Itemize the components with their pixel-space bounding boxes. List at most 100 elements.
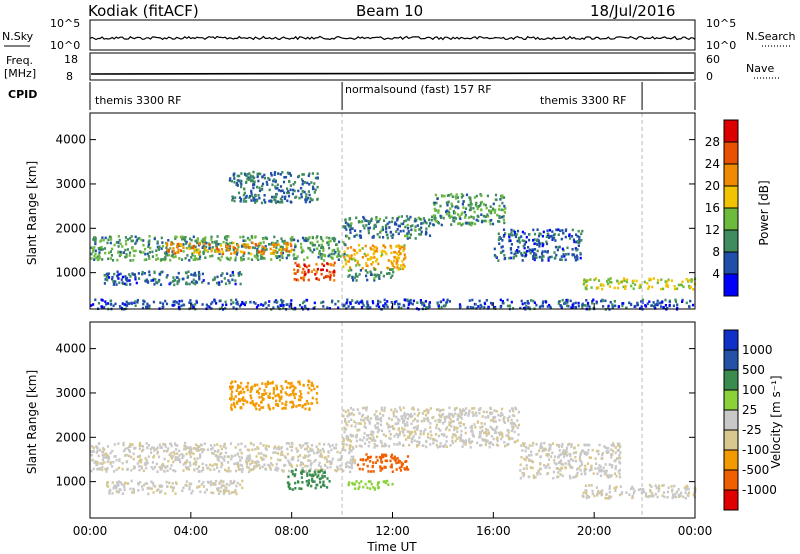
power-cell-1570 bbox=[483, 219, 486, 223]
power-cell-774 bbox=[375, 249, 378, 253]
power-cell-391 bbox=[163, 251, 167, 255]
velocity-cell-20 bbox=[305, 447, 308, 451]
velocity-cell-911 bbox=[440, 433, 443, 436]
velocity-cell-35 bbox=[167, 447, 170, 450]
velocity-cell-1697 bbox=[579, 453, 582, 456]
power-cell-597 bbox=[217, 248, 220, 252]
power-cell-961 bbox=[233, 199, 236, 203]
velocity-cell-948 bbox=[470, 427, 474, 430]
power-cell-588 bbox=[198, 242, 201, 246]
velocity-cell-2021 bbox=[254, 404, 257, 408]
power-cell-194 bbox=[242, 239, 245, 242]
velocity-cell-2193 bbox=[190, 492, 193, 495]
power-cell-2291 bbox=[478, 299, 481, 303]
velocity-cell-1633 bbox=[520, 456, 523, 459]
velocity-cell-815 bbox=[366, 486, 369, 490]
velocity-cell-800 bbox=[382, 480, 385, 483]
power-cell-147 bbox=[109, 241, 112, 245]
velocity-cell-2174 bbox=[123, 481, 127, 485]
velocity-cell-1584 bbox=[579, 455, 582, 458]
velocity-cell-1291 bbox=[371, 433, 374, 437]
velocity-cell-746 bbox=[395, 461, 398, 465]
power-cell-1090 bbox=[288, 180, 291, 184]
velocity-cell-571 bbox=[234, 446, 237, 449]
power-cell-2341 bbox=[437, 304, 440, 308]
velocity-cell-194 bbox=[206, 448, 209, 452]
freq-unit-label: [MHz] bbox=[4, 67, 36, 80]
power-cell-808 bbox=[401, 259, 404, 263]
power-cell-1586 bbox=[454, 217, 457, 220]
velocity-cell-1539 bbox=[570, 443, 573, 446]
power-cell-1741 bbox=[508, 235, 511, 239]
velocity-cell-1896 bbox=[232, 397, 235, 401]
velocity-cell-759 bbox=[375, 455, 378, 459]
velocity-cell-943 bbox=[348, 439, 351, 442]
power-cell-2313 bbox=[585, 299, 588, 302]
power-cell-659 bbox=[320, 272, 323, 276]
power-cell-978 bbox=[263, 173, 266, 177]
velocity-cell-2050 bbox=[159, 491, 162, 494]
velocity-cell-1321 bbox=[405, 438, 408, 441]
power-cell-153 bbox=[220, 255, 223, 259]
power-cell-2230 bbox=[483, 302, 487, 306]
power-cell-1269 bbox=[406, 237, 409, 240]
velocity-cell-1745 bbox=[628, 493, 631, 496]
power-cell-701 bbox=[302, 278, 305, 282]
power-cell-1822 bbox=[548, 255, 551, 259]
velocity-ytick-label-3000: 3000 bbox=[55, 386, 86, 400]
velocity-colorbar-label: Velocity [m s⁻¹] bbox=[769, 375, 783, 468]
power-cell-208 bbox=[240, 258, 243, 262]
power-cell-2433 bbox=[526, 301, 529, 305]
power-cell-1021 bbox=[236, 184, 239, 187]
velocity-cell-244 bbox=[91, 458, 94, 462]
power-cell-1030 bbox=[250, 189, 253, 193]
power-cell-475 bbox=[124, 255, 127, 259]
velocity-cell-912 bbox=[342, 445, 345, 449]
power-cell-589 bbox=[215, 250, 218, 253]
power-cell-2215 bbox=[483, 306, 486, 309]
power-cell-1166 bbox=[198, 275, 201, 279]
velocity-cell-1342 bbox=[443, 445, 446, 448]
power-cell-664 bbox=[297, 269, 300, 272]
power-cell-171 bbox=[231, 241, 234, 245]
noise-panel: N.Sky 10^5 10^0 10^5 10^0 N.Search bbox=[2, 17, 796, 52]
velocity-cell-1787 bbox=[688, 491, 691, 495]
power-cell-1906 bbox=[608, 285, 611, 288]
velocity-cell-1256 bbox=[496, 439, 499, 443]
power-cell-2169 bbox=[159, 301, 162, 304]
power-cell-2391 bbox=[689, 299, 692, 303]
power-cell-2248 bbox=[412, 299, 415, 303]
power-cell-838 bbox=[369, 270, 372, 273]
velocity-cell-1568 bbox=[524, 449, 527, 453]
power-cell-1480 bbox=[479, 193, 482, 196]
velocity-cell-1607 bbox=[565, 446, 569, 450]
power-cell-1369 bbox=[391, 220, 394, 224]
power-cell-2345 bbox=[549, 306, 552, 310]
power-cell-754 bbox=[389, 244, 392, 248]
power-cell-1607 bbox=[433, 201, 436, 205]
velocity-cell-1327 bbox=[436, 445, 440, 449]
power-cell-782 bbox=[390, 260, 393, 263]
velocity-cell-1626 bbox=[569, 476, 572, 480]
velocity-cell-481 bbox=[279, 453, 282, 456]
velocity-cell-2152 bbox=[164, 492, 167, 495]
power-cell-1428 bbox=[435, 201, 438, 205]
velocity-cell-887 bbox=[423, 417, 426, 420]
velocity-cell-590 bbox=[262, 457, 265, 461]
velocity-cell-1142 bbox=[490, 419, 493, 422]
power-cell-1047 bbox=[230, 179, 233, 183]
velocity-cell-1795 bbox=[619, 493, 622, 497]
power-cell-392 bbox=[125, 253, 128, 256]
velocity-cell-864 bbox=[374, 439, 377, 442]
velocity-cell-1028 bbox=[443, 420, 446, 423]
power-cell-2166 bbox=[386, 300, 389, 303]
velocity-cell-812 bbox=[364, 482, 367, 486]
velocity-cell-2069 bbox=[157, 488, 160, 491]
velocity-cell-1875 bbox=[260, 395, 263, 399]
power-cell-1844 bbox=[634, 283, 637, 286]
power-cell-693 bbox=[300, 276, 303, 280]
power-cell-1108 bbox=[177, 280, 180, 283]
power-cell-535 bbox=[290, 244, 293, 248]
velocity-cell-98 bbox=[141, 445, 145, 448]
power-cell-885 bbox=[281, 171, 284, 174]
